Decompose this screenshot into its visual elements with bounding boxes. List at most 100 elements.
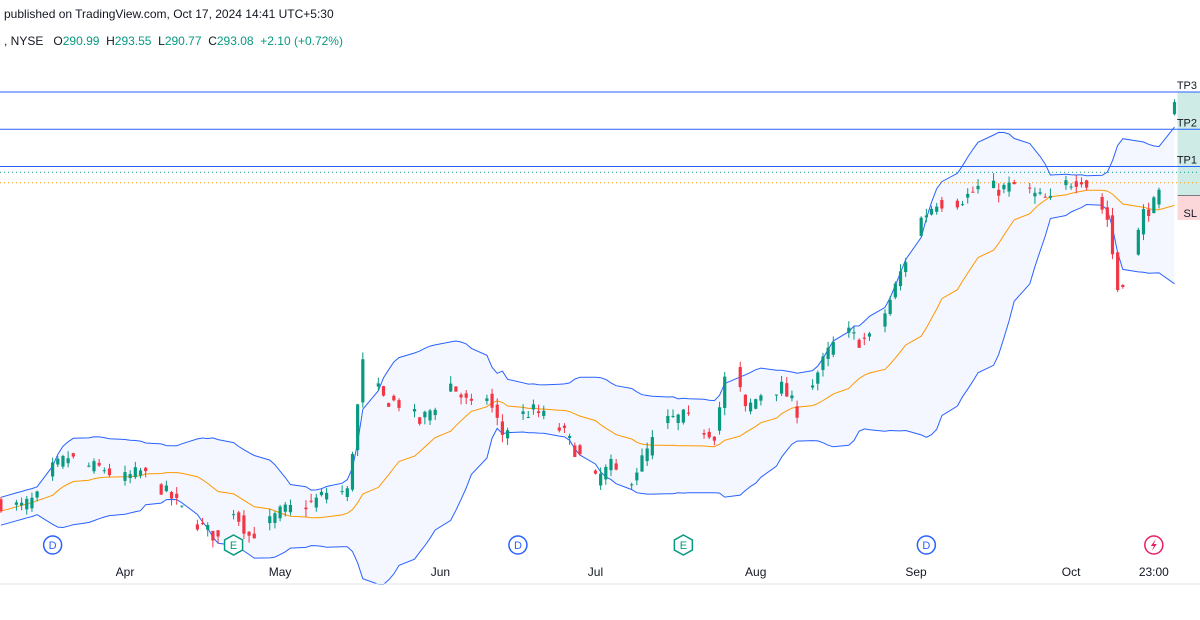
candle: [242, 510, 246, 540]
candle-body: [449, 383, 453, 392]
candle-body: [133, 467, 137, 478]
candle-body: [748, 402, 753, 412]
candle-body: [857, 339, 861, 348]
low-label: L: [158, 34, 165, 48]
level-label-sl: SL: [1184, 208, 1197, 220]
candle: [350, 451, 355, 492]
candle: [795, 400, 799, 424]
candle-body: [785, 383, 789, 397]
candle-body: [356, 404, 360, 451]
candle-body: [1064, 180, 1068, 186]
dividend-icon-letter: D: [922, 540, 930, 552]
candle: [314, 493, 318, 512]
candle: [593, 469, 598, 475]
time-axis-label: Jul: [588, 565, 603, 579]
candle: [144, 466, 148, 478]
candle: [107, 463, 112, 477]
time-axis-label: Oct: [1062, 565, 1081, 579]
candle-body: [604, 466, 608, 480]
candle-body: [361, 359, 365, 403]
candle: [614, 458, 618, 471]
candle: [71, 452, 75, 459]
candle: [211, 530, 215, 548]
candle-body: [1136, 229, 1140, 255]
candle: [847, 321, 851, 338]
candle-body: [1033, 192, 1037, 197]
candle-body: [686, 412, 691, 414]
candle: [231, 509, 236, 520]
dividend-icon: [508, 535, 528, 555]
candle: [1121, 284, 1125, 289]
candle-body: [128, 474, 132, 479]
candle: [1116, 251, 1120, 293]
candle-body: [991, 180, 996, 189]
candle: [1100, 193, 1104, 214]
candle-body: [340, 491, 344, 493]
candle-body: [433, 409, 437, 416]
candle-body: [707, 431, 711, 438]
candle: [102, 467, 106, 474]
candle: [1074, 175, 1078, 194]
candle: [273, 511, 277, 529]
candle-body: [159, 484, 163, 495]
candle: [169, 491, 174, 506]
candle-body: [242, 515, 246, 534]
candle-body: [428, 410, 432, 421]
target-zone: [1177, 92, 1200, 196]
lightning-icon: [1150, 539, 1157, 551]
level-lines: TP3 TP2 TP1 SL: [0, 80, 1200, 220]
candle: [573, 442, 577, 458]
candle: [283, 501, 287, 517]
candle: [25, 496, 29, 515]
candle-body: [790, 395, 794, 399]
candle-body: [397, 400, 401, 408]
candle: [159, 483, 163, 496]
candle: [505, 427, 510, 445]
candle: [888, 296, 892, 316]
candle-body: [1141, 209, 1146, 235]
candle: [138, 467, 143, 479]
event-markers: DEDEDE: [42, 534, 1164, 556]
candle-body: [521, 411, 525, 414]
candle-body: [268, 516, 272, 524]
candle: [325, 487, 329, 504]
candle: [666, 409, 670, 430]
candle: [955, 198, 959, 210]
candle: [35, 490, 39, 502]
candle: [428, 408, 432, 425]
candle-body: [645, 448, 649, 462]
candle-body: [1012, 182, 1016, 185]
candle: [61, 454, 65, 469]
candle-body: [92, 461, 96, 472]
candle-body: [459, 394, 463, 398]
candle: [924, 208, 928, 223]
candle: [309, 493, 313, 504]
candle: [268, 508, 272, 531]
candle-body: [485, 398, 489, 401]
candle-body: [702, 433, 706, 435]
candle-body: [568, 435, 572, 438]
candle-body: [278, 506, 282, 519]
candle: [712, 436, 716, 446]
candle-body: [1110, 215, 1115, 255]
candle-body: [557, 427, 561, 431]
candle-body: [247, 531, 251, 536]
candle: [857, 338, 861, 348]
candle-body: [754, 399, 758, 409]
candle: [304, 500, 308, 517]
candle: [319, 488, 324, 497]
exchange-label: , NYSE: [4, 34, 44, 48]
candle: [500, 414, 505, 443]
candle-body: [1116, 252, 1120, 291]
candle-body: [195, 524, 199, 530]
high-label: H: [106, 34, 115, 48]
candle-body: [97, 462, 101, 466]
candle: [449, 376, 453, 393]
candle-body: [779, 381, 784, 394]
candle: [1147, 202, 1151, 222]
candle: [0, 497, 3, 513]
candle: [599, 467, 603, 490]
candle-body: [1048, 195, 1053, 198]
candle: [971, 186, 975, 193]
